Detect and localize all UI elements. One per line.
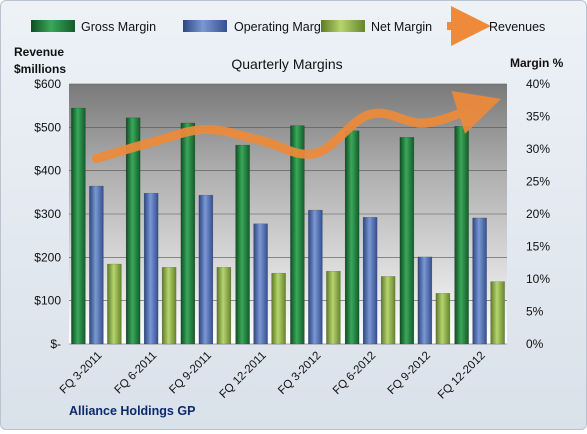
- left-tick-label: $200: [34, 250, 61, 264]
- bar-operating-margin: [362, 217, 378, 345]
- bar-gross-margin: [290, 125, 305, 345]
- right-tick-label: 25%: [526, 175, 550, 189]
- bar-net-margin: [435, 293, 451, 345]
- x-tick-label: FQ 12-2011: [217, 350, 268, 401]
- bar-gross-margin: [454, 126, 469, 345]
- x-tick-label: FQ 3-2011: [58, 350, 105, 397]
- right-axis-title: Margin %: [510, 56, 564, 70]
- legend-label-operating-margin: Operating Margin: [234, 20, 331, 34]
- bar-net-margin: [326, 270, 341, 345]
- right-tick-label: 10%: [526, 272, 550, 286]
- left-axis-ticks: $- $100 $200 $300 $400 $500 $600: [34, 77, 61, 351]
- bar-net-margin: [271, 272, 286, 345]
- revenue-point: [314, 152, 317, 155]
- legend-label-net-margin: Net Margin: [371, 20, 432, 34]
- bar-operating-margin: [198, 194, 214, 345]
- legend: Gross Margin Operating Margin Net Margin…: [31, 6, 545, 46]
- left-tick-label: $400: [34, 164, 61, 178]
- revenue-point: [95, 157, 98, 160]
- left-tick-label: $500: [34, 120, 61, 134]
- left-tick-label: $-: [50, 337, 61, 351]
- right-tick-label: 30%: [526, 142, 550, 156]
- left-tick-label: $100: [34, 294, 61, 308]
- x-tick-label: FQ 6-2011: [112, 350, 159, 397]
- revenue-point: [259, 139, 262, 142]
- gridlines: [69, 83, 507, 345]
- right-axis-ticks: 0% 5% 10% 15% 20% 25% 30% 35% 40%: [526, 77, 550, 351]
- bar-operating-margin: [253, 223, 268, 345]
- left-tick-label: $300: [34, 207, 61, 221]
- right-tick-label: 15%: [526, 240, 550, 254]
- x-tick-label: FQ 9-2012: [386, 350, 433, 397]
- bar-gross-margin: [399, 137, 415, 345]
- bar-operating-margin: [308, 209, 323, 345]
- right-tick-label: 20%: [526, 207, 550, 221]
- x-tick-label: FQ 3-2012: [276, 350, 323, 397]
- right-tick-label: 0%: [526, 337, 544, 351]
- legend-swatch-net-margin: [321, 20, 365, 32]
- revenue-point: [204, 128, 208, 131]
- x-tick-label: FQ 6-2012: [331, 350, 378, 397]
- bar-gross-margin: [235, 144, 250, 345]
- left-tick-label: $600: [34, 77, 61, 91]
- bars: [71, 107, 505, 345]
- revenue-point: [423, 121, 427, 125]
- revenue-point: [149, 141, 153, 144]
- bar-net-margin: [490, 281, 505, 345]
- legend-label-gross-margin: Gross Margin: [81, 20, 156, 34]
- footer-label: Alliance Holdings GP: [69, 404, 195, 418]
- legend-swatch-operating-margin: [183, 20, 227, 32]
- x-tick-label: FQ 9-2011: [167, 350, 214, 397]
- revenue-point: [478, 104, 481, 107]
- left-axis-title-line2: $millions: [14, 62, 66, 76]
- bar-gross-margin: [344, 130, 360, 345]
- chart-title: Quarterly Margins: [231, 56, 342, 72]
- bar-operating-margin: [472, 217, 487, 345]
- bar-gross-margin: [71, 107, 86, 345]
- left-axis-title-line1: Revenue: [14, 45, 64, 59]
- right-tick-label: 40%: [526, 77, 550, 91]
- bar-net-margin: [107, 263, 122, 345]
- revenue-line-layer: [91, 91, 502, 164]
- revenue-line: [91, 91, 502, 164]
- bar-gross-margin: [125, 117, 141, 345]
- bar-operating-margin: [143, 192, 159, 345]
- bar-gross-margin: [180, 122, 196, 345]
- bar-net-margin: [380, 276, 396, 345]
- bar-operating-margin: [417, 256, 433, 345]
- revenue-point: [368, 113, 372, 116]
- right-tick-label: 35%: [526, 110, 550, 124]
- bar-net-margin: [161, 267, 177, 345]
- x-tick-label: FQ 12-2012: [436, 350, 488, 402]
- bar-net-margin: [216, 267, 232, 345]
- bar-operating-margin: [89, 185, 104, 345]
- right-tick-label: 5%: [526, 305, 544, 319]
- legend-label-revenues: Revenues: [489, 20, 545, 34]
- legend-swatch-gross-margin: [31, 20, 75, 32]
- x-axis-ticks: FQ 3-2011 FQ 6-2011 FQ 9-2011 FQ 12-2011 FQ …: [58, 350, 488, 402]
